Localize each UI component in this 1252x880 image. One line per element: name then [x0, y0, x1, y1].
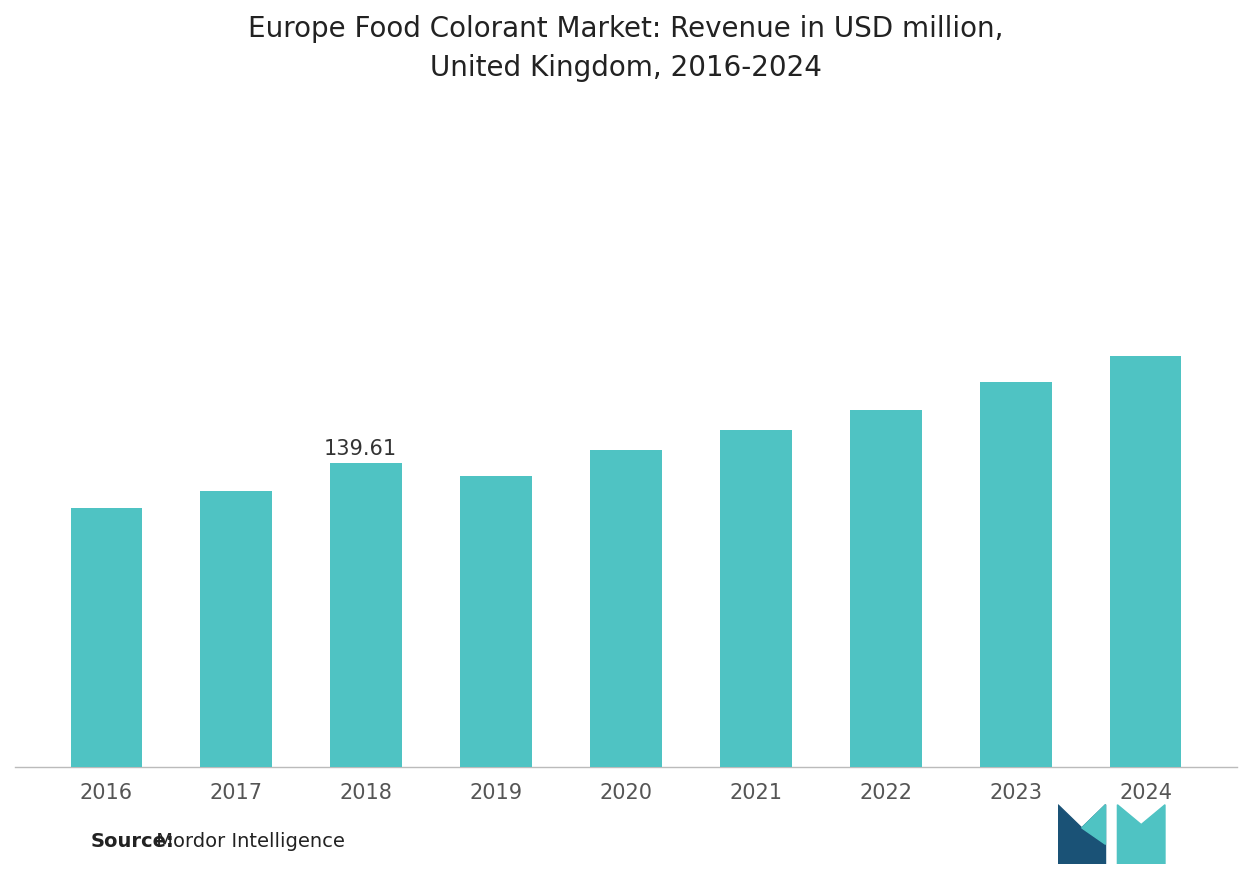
Bar — [1111, 356, 1182, 766]
Bar — [590, 450, 662, 766]
Polygon shape — [1058, 804, 1106, 864]
Bar — [200, 491, 272, 766]
Bar — [461, 475, 532, 766]
Bar — [70, 508, 141, 766]
Bar — [720, 430, 791, 766]
Bar — [331, 464, 402, 766]
Polygon shape — [1118, 804, 1164, 864]
Text: Mordor Intelligence: Mordor Intelligence — [150, 832, 346, 851]
Text: 139.61: 139.61 — [324, 439, 397, 459]
Bar — [980, 382, 1052, 766]
Polygon shape — [1082, 804, 1106, 845]
Title: Europe Food Colorant Market: Revenue in USD million,
United Kingdom, 2016-2024: Europe Food Colorant Market: Revenue in … — [248, 15, 1004, 82]
Bar — [850, 410, 921, 766]
Text: Source:: Source: — [90, 832, 174, 851]
